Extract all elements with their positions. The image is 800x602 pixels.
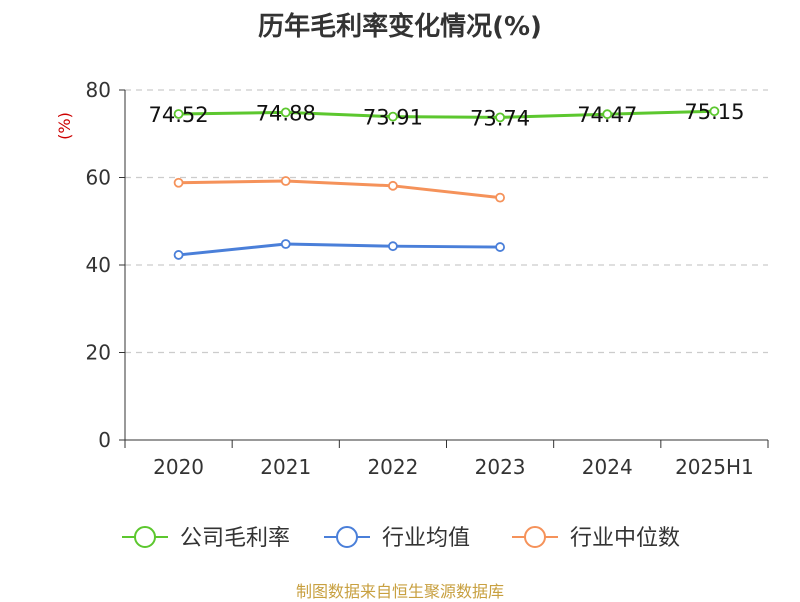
y-axis-label: (%) bbox=[55, 112, 74, 140]
chart-title: 历年毛利率变化情况(%) bbox=[258, 12, 542, 42]
x-tick-label: 2023 bbox=[475, 455, 526, 479]
series-1-point bbox=[388, 241, 398, 252]
series-2-point bbox=[173, 177, 184, 188]
series-0-point bbox=[602, 109, 613, 120]
legend-marker-0 bbox=[134, 526, 156, 548]
series-2-point bbox=[388, 180, 398, 191]
x-tick-label: 2024 bbox=[582, 455, 633, 479]
series-1-point bbox=[173, 250, 184, 260]
legend-label: 行业中位数 bbox=[570, 526, 680, 551]
series-line-0 bbox=[178, 109, 715, 119]
series-0-point bbox=[280, 107, 291, 118]
data-label: 74.47 bbox=[577, 103, 637, 127]
legend-marker-1 bbox=[336, 526, 358, 548]
data-label: 74.52 bbox=[149, 103, 209, 127]
series-0-point bbox=[388, 111, 398, 122]
x-tick-label: 2022 bbox=[367, 455, 418, 479]
series-line-1 bbox=[178, 242, 501, 257]
x-tick-label: 2025H1 bbox=[675, 455, 754, 479]
y-tick-label: 0 bbox=[98, 428, 111, 452]
y-tick-label: 60 bbox=[86, 166, 111, 190]
data-label: 73.91 bbox=[363, 106, 423, 130]
y-tick-label: 80 bbox=[86, 78, 111, 102]
legend-marker-2 bbox=[524, 526, 546, 548]
x-tick-label: 2021 bbox=[260, 455, 311, 479]
data-label: 75.15 bbox=[684, 100, 744, 124]
series-line-2 bbox=[178, 179, 501, 200]
series-0-point bbox=[173, 109, 184, 119]
data-source-note: 制图数据来自恒生聚源数据库 bbox=[295, 582, 504, 601]
series-1-point bbox=[280, 239, 291, 249]
x-tick-label: 2020 bbox=[153, 455, 204, 479]
legend-label: 公司毛利率 bbox=[180, 526, 290, 551]
series-0-point bbox=[495, 112, 505, 123]
series-0-point bbox=[709, 106, 720, 117]
y-tick-label: 20 bbox=[86, 341, 111, 365]
legend-label: 行业均值 bbox=[382, 526, 470, 551]
series-2-point bbox=[495, 192, 505, 203]
series-2-point bbox=[280, 176, 291, 186]
y-tick-label: 40 bbox=[86, 253, 111, 277]
data-label: 74.88 bbox=[256, 101, 316, 125]
series-1-point bbox=[495, 242, 505, 252]
data-label: 73.74 bbox=[470, 106, 530, 130]
